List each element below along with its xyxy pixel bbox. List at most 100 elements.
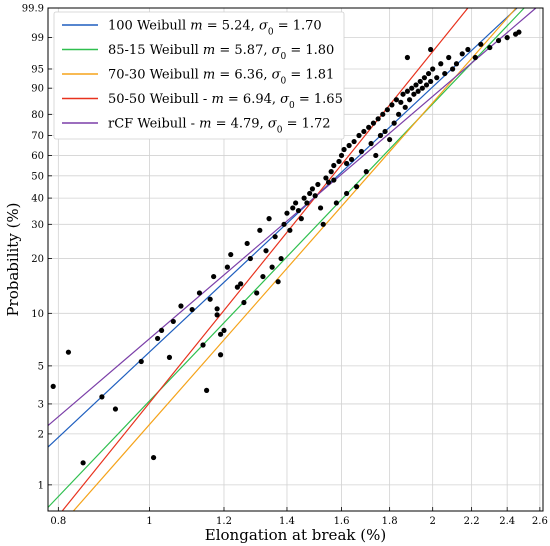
data-point — [358, 148, 365, 155]
y-tick-label: 40 — [31, 194, 44, 205]
data-point — [99, 394, 105, 400]
data-point — [430, 66, 436, 72]
data-point — [331, 177, 337, 183]
data-point — [411, 91, 417, 97]
data-point — [393, 97, 399, 103]
data-point — [402, 104, 408, 110]
x-tick-label: 1.8 — [382, 516, 398, 527]
legend-entry: 85-15 Weibull m = 5.87, σ0 = 1.80 — [108, 43, 334, 62]
data-point — [346, 142, 352, 149]
y-axis-label: Probability (%) — [4, 202, 22, 316]
data-points — [50, 29, 522, 466]
data-point — [112, 406, 119, 412]
y-tick-label: 50 — [31, 171, 44, 182]
data-point — [404, 54, 411, 61]
fit-line — [47, 7, 537, 427]
data-point — [138, 358, 144, 365]
data-point — [189, 306, 195, 313]
data-point — [442, 70, 448, 77]
data-point — [425, 70, 432, 77]
data-point — [263, 248, 269, 254]
data-point — [343, 160, 350, 167]
x-tick-label: 2.6 — [532, 516, 548, 527]
data-point — [421, 75, 428, 81]
data-point — [406, 97, 413, 103]
data-point — [150, 454, 157, 461]
data-point — [333, 200, 339, 206]
data-point — [382, 128, 388, 135]
data-point — [516, 29, 522, 35]
y-tick-label: 60 — [31, 151, 44, 162]
data-point — [260, 273, 266, 280]
data-point — [211, 273, 217, 280]
data-point — [413, 82, 419, 88]
data-point — [154, 335, 161, 342]
legend-box — [53, 11, 345, 140]
data-point — [228, 251, 234, 258]
data-point — [224, 264, 230, 270]
data-point — [400, 91, 406, 97]
y-tick-label: 2 — [38, 429, 44, 440]
fit-lines — [47, 7, 537, 512]
data-point — [284, 210, 290, 216]
data-point — [387, 136, 393, 143]
data-point — [309, 186, 316, 192]
x-axis-label: Elongation at break (%) — [205, 526, 386, 544]
data-point — [450, 66, 456, 72]
y-tick-label: 10 — [31, 309, 44, 320]
data-point — [315, 181, 321, 188]
y-tick-label: 30 — [31, 220, 44, 231]
data-point — [244, 240, 250, 247]
data-point — [504, 34, 510, 41]
data-point — [356, 132, 362, 139]
data-point — [166, 354, 173, 360]
x-tick-label: 0.8 — [50, 516, 66, 527]
data-point — [307, 190, 313, 197]
x-tick-label: 1.6 — [334, 516, 350, 527]
data-point — [459, 51, 465, 57]
data-point — [351, 138, 357, 145]
data-point — [465, 46, 471, 53]
data-point — [331, 162, 337, 169]
data-point — [328, 169, 334, 175]
data-point — [266, 216, 272, 222]
y-tick-label: 80 — [31, 110, 44, 121]
data-point — [293, 200, 299, 206]
data-point — [269, 264, 275, 270]
legend-entry: 100 Weibull m = 5.24, σ0 = 1.70 — [108, 19, 322, 38]
data-point — [409, 85, 415, 91]
legend-entry: 70-30 Weibull m = 6.36, σ0 = 1.81 — [108, 68, 334, 87]
data-point — [221, 327, 227, 334]
data-point — [453, 61, 460, 67]
data-point — [304, 200, 310, 206]
data-point — [398, 99, 404, 105]
data-point — [254, 290, 260, 296]
data-point — [438, 61, 444, 67]
axis-ticks: 0.8 1 1.2 1.4 1.6 1.8 2 2.2 2.4 2.6 1 2 3 5 10 20 30 40 50… — [22, 4, 548, 528]
data-point — [247, 255, 253, 262]
data-point — [487, 44, 493, 51]
data-point — [377, 132, 384, 139]
data-point — [391, 120, 397, 126]
data-point — [336, 158, 342, 165]
x-tick-label: 2 — [429, 516, 435, 527]
legend-entry: rCF Weibull - m = 4.79, σ0 = 1.72 — [108, 117, 331, 136]
data-point — [178, 303, 184, 309]
plot-frame — [47, 7, 544, 512]
data-point — [338, 152, 345, 159]
data-point — [234, 284, 240, 290]
x-tick-label: 2.2 — [464, 516, 480, 527]
data-point — [343, 190, 350, 197]
y-tick-label: 3 — [38, 399, 44, 410]
data-point — [404, 88, 411, 94]
data-point — [207, 296, 213, 302]
legend: 100 Weibull m = 5.24, σ0 = 1.70 85-15 Wei… — [53, 11, 345, 140]
data-point — [325, 179, 332, 185]
data-point — [238, 281, 244, 287]
data-point — [312, 193, 318, 199]
x-tick-label: 1 — [146, 516, 152, 527]
data-point — [214, 312, 220, 318]
data-point — [272, 234, 278, 240]
data-point — [380, 111, 386, 117]
